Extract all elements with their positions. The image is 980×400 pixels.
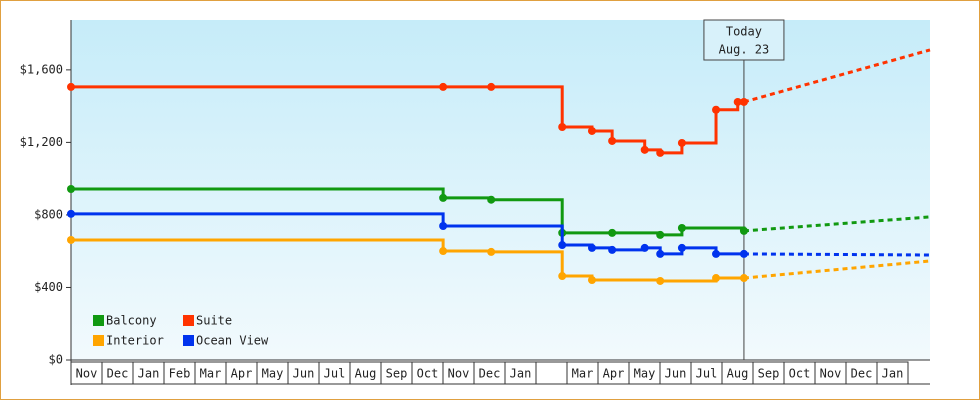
x-tick-label: May <box>634 367 656 381</box>
price-point <box>608 245 617 254</box>
x-tick-label: Dec <box>851 367 873 381</box>
x-tick-label: Oct <box>417 367 439 381</box>
price-point <box>587 243 596 252</box>
forecast-line <box>743 252 931 257</box>
price-point <box>67 209 75 218</box>
price-point <box>439 193 448 202</box>
legend-label: Ocean View <box>196 334 269 348</box>
price-point <box>67 82 75 91</box>
price-point <box>587 126 596 135</box>
x-tick-label: Jul <box>696 367 718 381</box>
price-point <box>733 97 742 106</box>
price-point <box>640 145 649 154</box>
price-point <box>656 148 665 157</box>
price-point <box>677 138 686 147</box>
x-tick-label: Sep <box>758 367 780 381</box>
x-tick-label: Aug <box>727 367 749 381</box>
price-point <box>439 247 448 256</box>
legend-label: Balcony <box>106 314 157 328</box>
x-tick-label: Nov <box>820 367 842 381</box>
today-date: Aug. 23 <box>719 43 770 57</box>
price-point <box>439 82 448 91</box>
today-box <box>703 19 785 61</box>
x-tick-label: Jan <box>882 367 904 381</box>
price-point <box>587 276 596 285</box>
x-tick-label: Jan <box>138 367 160 381</box>
price-point <box>656 249 665 258</box>
legend-label: Suite <box>196 314 232 328</box>
legend-swatch <box>93 335 104 346</box>
y-tick-label: $1,200 <box>20 135 63 149</box>
legend-swatch <box>93 315 104 326</box>
today-label: Today <box>726 25 762 39</box>
month-cell <box>535 361 568 385</box>
price-point <box>739 97 748 106</box>
x-tick-label: Mar <box>200 367 222 381</box>
x-tick-label: Jun <box>293 367 315 381</box>
x-tick-label: Sep <box>386 367 408 381</box>
price-point <box>677 223 686 232</box>
price-point <box>608 136 617 145</box>
x-tick-label: Jan <box>510 367 532 381</box>
price-point <box>487 195 496 204</box>
price-point <box>739 226 748 235</box>
price-point <box>739 274 748 283</box>
x-tick-label: Nov <box>448 367 470 381</box>
legend-swatch <box>183 315 194 326</box>
price-point <box>712 274 721 283</box>
y-tick-label: $1,600 <box>20 62 63 76</box>
price-point <box>739 249 748 258</box>
x-tick-label: Nov <box>76 367 98 381</box>
price-point <box>656 230 665 239</box>
price-point <box>487 247 496 256</box>
legend-label: Interior <box>106 334 164 348</box>
price-line <box>71 212 744 256</box>
price-point <box>487 82 496 91</box>
price-point <box>558 241 567 250</box>
forecast-line <box>743 259 931 280</box>
price-line <box>71 85 744 155</box>
x-tick-label: May <box>262 367 284 381</box>
x-tick-label: Mar <box>572 367 594 381</box>
price-point <box>656 276 665 285</box>
x-tick-label: Jun <box>665 367 687 381</box>
price-point <box>558 122 567 131</box>
x-tick-label: Dec <box>479 367 501 381</box>
x-tick-label: Apr <box>603 367 625 381</box>
y-tick-label: $800 <box>34 207 63 221</box>
price-point <box>712 105 721 114</box>
price-point <box>67 235 75 244</box>
forecast-line <box>743 215 931 233</box>
x-tick-label: Jul <box>324 367 346 381</box>
price-point <box>712 249 721 258</box>
price-point <box>640 243 649 252</box>
x-tick-label: Apr <box>231 367 253 381</box>
x-tick-label: Feb <box>169 367 191 381</box>
y-tick-label: $400 <box>34 280 63 294</box>
price-point <box>67 185 75 194</box>
price-point <box>558 272 567 281</box>
price-point <box>439 221 448 230</box>
y-tick-label: $0 <box>49 353 63 367</box>
x-tick-label: Oct <box>789 367 811 381</box>
legend-swatch <box>183 335 194 346</box>
price-point <box>608 228 617 237</box>
x-tick-label: Aug <box>355 367 377 381</box>
price-line <box>71 238 744 283</box>
price-point <box>677 243 686 252</box>
x-tick-label: Dec <box>107 367 129 381</box>
